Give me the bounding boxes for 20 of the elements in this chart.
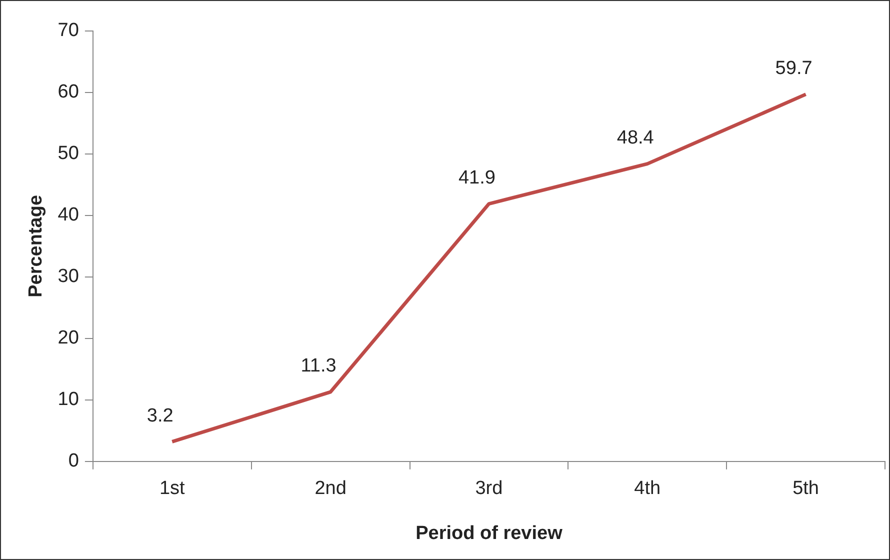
data-label: 11.3 bbox=[300, 356, 336, 377]
y-axis-title: Percentage bbox=[26, 194, 47, 298]
y-tick-label: 70 bbox=[58, 20, 79, 42]
data-label: 3.2 bbox=[146, 405, 174, 426]
y-tick-label: 30 bbox=[58, 266, 79, 288]
y-tick-label: 20 bbox=[58, 328, 79, 349]
y-tick-label: 40 bbox=[58, 204, 79, 226]
data-label: 59.7 bbox=[775, 58, 812, 80]
x-tick-label: 5th bbox=[792, 478, 820, 500]
data-label: 48.4 bbox=[616, 128, 654, 149]
x-tick-label: 1st bbox=[159, 478, 186, 500]
x-tick-label: 2nd bbox=[314, 478, 346, 500]
y-tick-label: 0 bbox=[68, 450, 79, 472]
x-tick-label: 3rd bbox=[475, 478, 503, 500]
x-axis-title: Period of review bbox=[416, 522, 563, 544]
y-tick-label: 60 bbox=[58, 82, 79, 103]
y-tick-label: 10 bbox=[58, 389, 79, 410]
data-label: 41.9 bbox=[458, 168, 496, 189]
x-tick-label: 4th bbox=[634, 478, 661, 500]
y-tick-label: 50 bbox=[58, 143, 79, 164]
